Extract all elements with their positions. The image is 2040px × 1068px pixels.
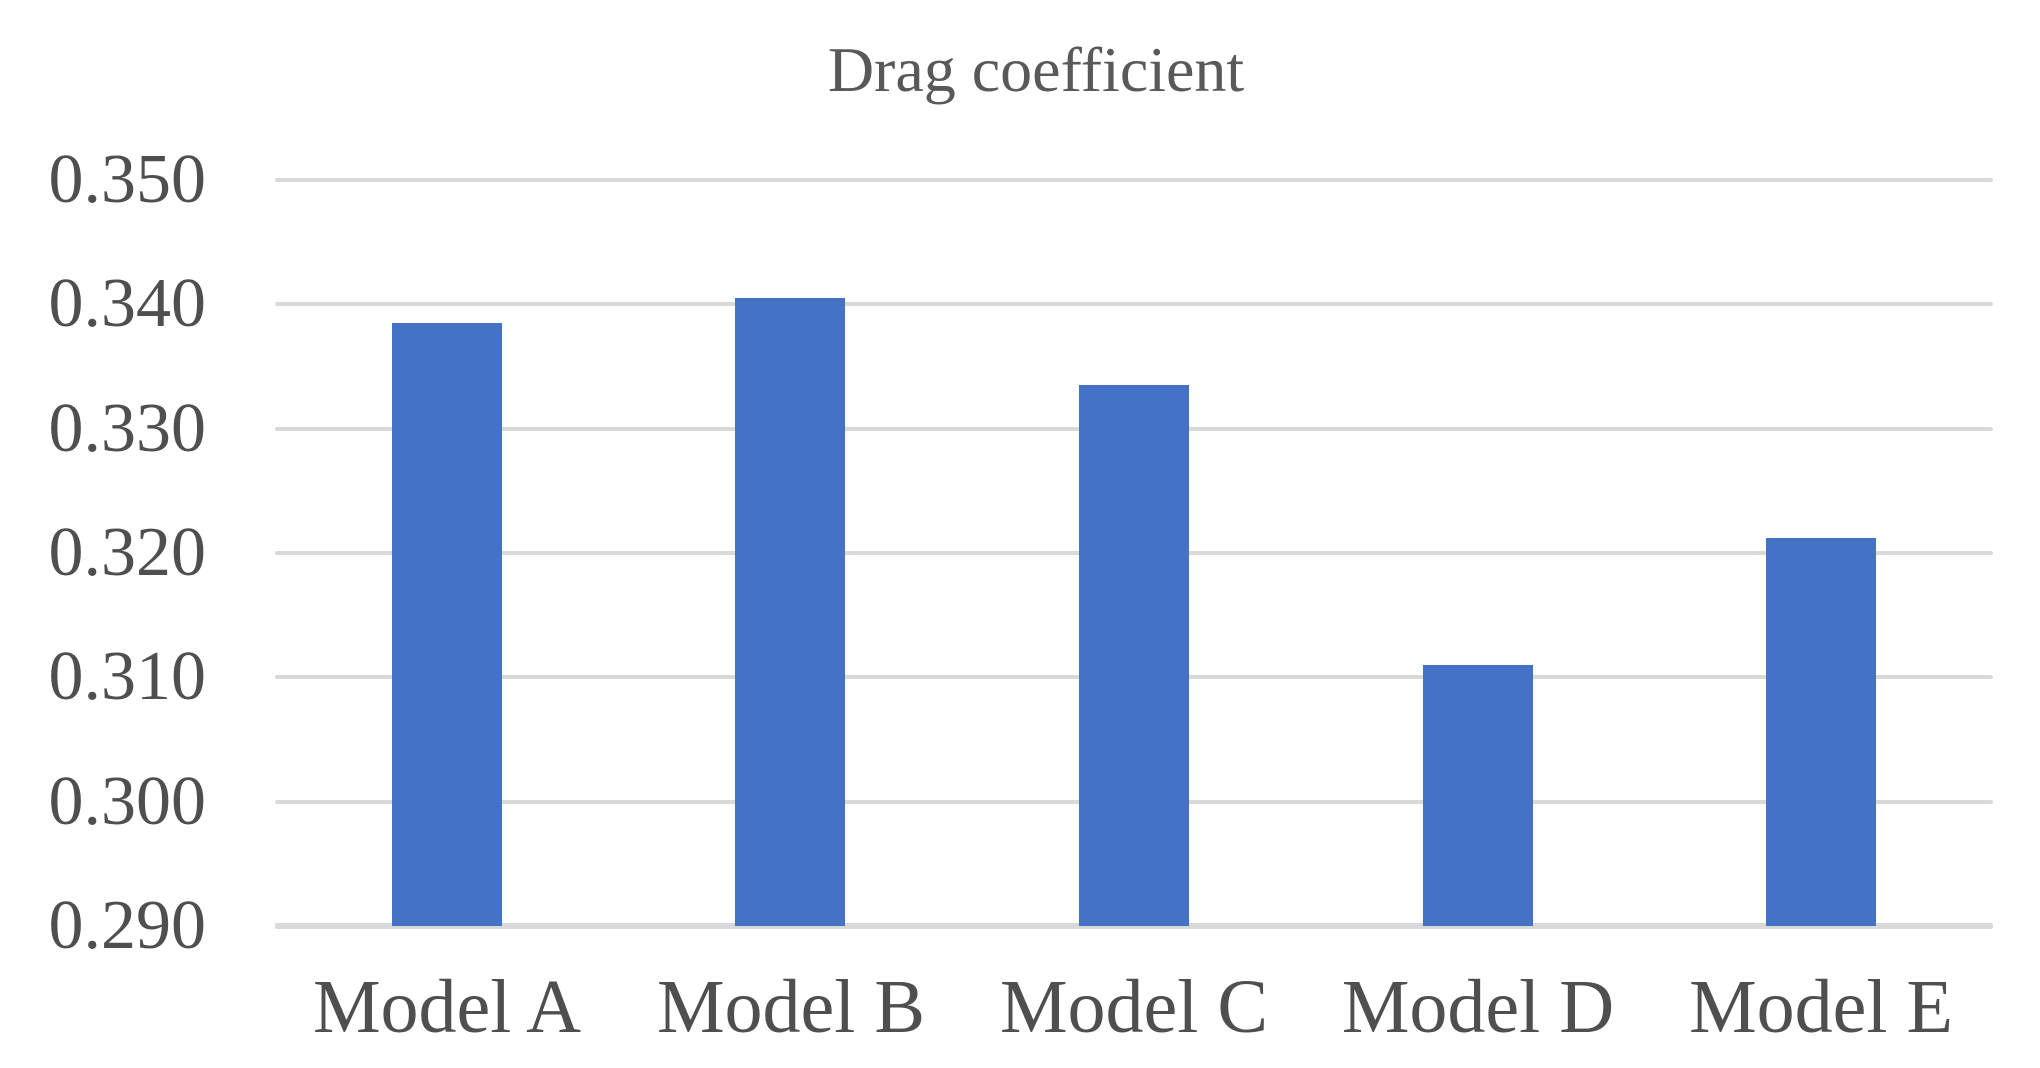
y-tick-label: 0.320 bbox=[48, 514, 207, 591]
y-tick-label: 0.300 bbox=[48, 762, 207, 840]
gridline bbox=[275, 302, 1993, 307]
x-tick-label: Model B bbox=[656, 965, 926, 1049]
x-tick-label: Model E bbox=[1689, 965, 1953, 1049]
x-axis-baseline bbox=[275, 923, 1993, 929]
bar-model-e bbox=[1766, 538, 1876, 926]
bar-model-c bbox=[1079, 385, 1189, 926]
y-tick-label: 0.290 bbox=[48, 887, 207, 964]
y-tick-label: 0.350 bbox=[48, 141, 207, 218]
bar-model-b bbox=[735, 298, 845, 926]
y-tick-label: 0.330 bbox=[48, 389, 207, 467]
y-tick-label: 0.310 bbox=[48, 638, 207, 716]
bar-model-a bbox=[392, 323, 502, 926]
x-tick-label: Model C bbox=[999, 965, 1269, 1049]
gridline bbox=[275, 178, 1993, 182]
bar-model-d bbox=[1423, 665, 1533, 926]
chart-title: Drag coefficient bbox=[827, 34, 1245, 105]
y-tick-label: 0.340 bbox=[48, 265, 207, 343]
x-tick-label: Model D bbox=[1341, 965, 1615, 1049]
x-tick-label: Model A bbox=[312, 965, 582, 1049]
